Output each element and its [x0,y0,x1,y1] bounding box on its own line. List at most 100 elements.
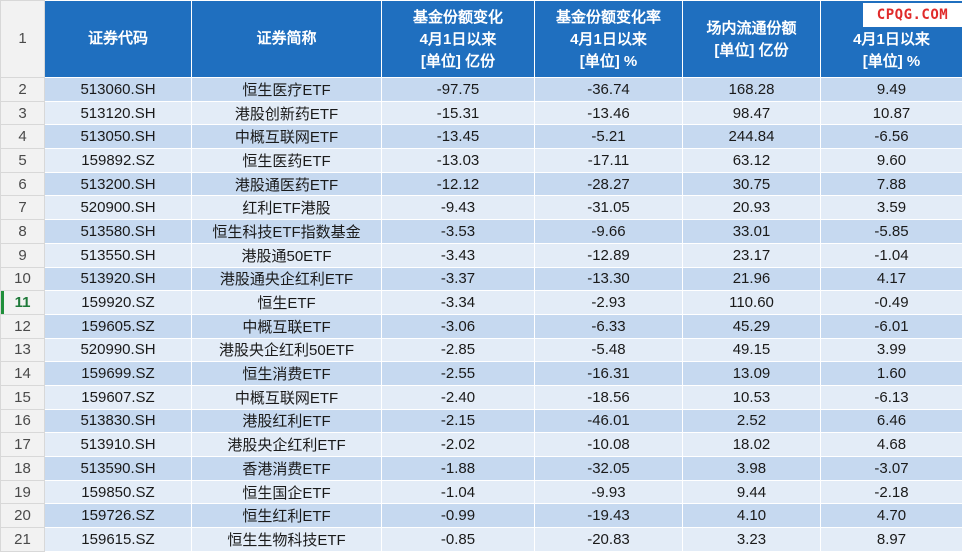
cell-last[interactable]: -2.18 [821,480,962,504]
cell-code[interactable]: 520900.SH [45,196,192,220]
row-number[interactable]: 19 [1,480,45,504]
cell-last[interactable]: 4.17 [821,267,962,291]
cell-name[interactable]: 中概互联ETF [192,314,382,338]
cell-change[interactable]: -2.85 [382,338,535,362]
cell-change-rate[interactable]: -28.27 [535,172,683,196]
row-number[interactable]: 10 [1,267,45,291]
cell-change-rate[interactable]: -36.74 [535,78,683,102]
cell-code[interactable]: 513590.SH [45,457,192,481]
cell-floating[interactable]: 30.75 [683,172,821,196]
cell-change[interactable]: -2.02 [382,433,535,457]
cell-code[interactable]: 159850.SZ [45,480,192,504]
cell-change-rate[interactable]: -20.83 [535,528,683,552]
cell-change[interactable]: -3.34 [382,291,535,315]
row-number[interactable]: 13 [1,338,45,362]
cell-code[interactable]: 513580.SH [45,220,192,244]
row-number[interactable]: 8 [1,220,45,244]
cell-change[interactable]: -12.12 [382,172,535,196]
cell-name[interactable]: 港股创新药ETF [192,101,382,125]
row-number[interactable]: 17 [1,433,45,457]
row-number[interactable]: 14 [1,362,45,386]
cell-floating[interactable]: 33.01 [683,220,821,244]
cell-change[interactable]: -2.55 [382,362,535,386]
cell-change-rate[interactable]: -5.21 [535,125,683,149]
cell-floating[interactable]: 4.10 [683,504,821,528]
cell-name[interactable]: 港股红利ETF [192,409,382,433]
cell-last[interactable]: -0.49 [821,291,962,315]
cell-code[interactable]: 513550.SH [45,243,192,267]
cell-name[interactable]: 恒生科技ETF指数基金 [192,220,382,244]
cell-change-rate[interactable]: -10.08 [535,433,683,457]
row-number[interactable]: 4 [1,125,45,149]
cell-floating[interactable]: 18.02 [683,433,821,457]
cell-floating[interactable]: 110.60 [683,291,821,315]
cell-change-rate[interactable]: -13.46 [535,101,683,125]
cell-floating[interactable]: 244.84 [683,125,821,149]
cell-floating[interactable]: 45.29 [683,314,821,338]
cell-code[interactable]: 159726.SZ [45,504,192,528]
cell-code[interactable]: 159615.SZ [45,528,192,552]
cell-last[interactable]: -6.01 [821,314,962,338]
cell-floating[interactable]: 9.44 [683,480,821,504]
row-number[interactable]: 21 [1,528,45,552]
cell-floating[interactable]: 20.93 [683,196,821,220]
cell-change-rate[interactable]: -6.33 [535,314,683,338]
cell-change-rate[interactable]: -9.66 [535,220,683,244]
cell-floating[interactable]: 168.28 [683,78,821,102]
cell-last[interactable]: 9.60 [821,149,962,173]
cell-name[interactable]: 红利ETF港股 [192,196,382,220]
cell-code[interactable]: 513200.SH [45,172,192,196]
cell-name[interactable]: 中概互联网ETF [192,385,382,409]
row-number[interactable]: 2 [1,78,45,102]
cell-change-rate[interactable]: -19.43 [535,504,683,528]
cell-change[interactable]: -97.75 [382,78,535,102]
row-number[interactable]: 7 [1,196,45,220]
cell-change-rate[interactable]: -18.56 [535,385,683,409]
cell-floating[interactable]: 21.96 [683,267,821,291]
cell-code[interactable]: 159607.SZ [45,385,192,409]
cell-last[interactable]: 8.97 [821,528,962,552]
cell-code[interactable]: 513120.SH [45,101,192,125]
cell-change[interactable]: -3.06 [382,314,535,338]
cell-last[interactable]: -1.04 [821,243,962,267]
cell-last[interactable]: 3.59 [821,196,962,220]
cell-change[interactable]: -3.37 [382,267,535,291]
header-code[interactable]: 证券代码 [45,1,192,78]
cell-last[interactable]: 7.88 [821,172,962,196]
row-number[interactable]: 11 [1,291,45,315]
cell-change-rate[interactable]: -31.05 [535,196,683,220]
row-number[interactable]: 9 [1,243,45,267]
cell-floating[interactable]: 98.47 [683,101,821,125]
cell-code[interactable]: 513910.SH [45,433,192,457]
row-number[interactable]: 5 [1,149,45,173]
cell-last[interactable]: 6.46 [821,409,962,433]
header-change[interactable]: 基金份额变化 4月1日以来 [单位] 亿份 [382,1,535,78]
row-number[interactable]: 12 [1,314,45,338]
cell-name[interactable]: 港股通50ETF [192,243,382,267]
cell-code[interactable]: 159892.SZ [45,149,192,173]
cell-change-rate[interactable]: -16.31 [535,362,683,386]
cell-name[interactable]: 港股通医药ETF [192,172,382,196]
row-number[interactable]: 20 [1,504,45,528]
cell-change[interactable]: -2.40 [382,385,535,409]
cell-change[interactable]: -13.45 [382,125,535,149]
cell-change-rate[interactable]: -2.93 [535,291,683,315]
row-number[interactable]: 3 [1,101,45,125]
cell-last[interactable]: -6.13 [821,385,962,409]
cell-last[interactable]: 3.99 [821,338,962,362]
cell-change[interactable]: -1.04 [382,480,535,504]
cell-code[interactable]: 513050.SH [45,125,192,149]
cell-floating[interactable]: 49.15 [683,338,821,362]
